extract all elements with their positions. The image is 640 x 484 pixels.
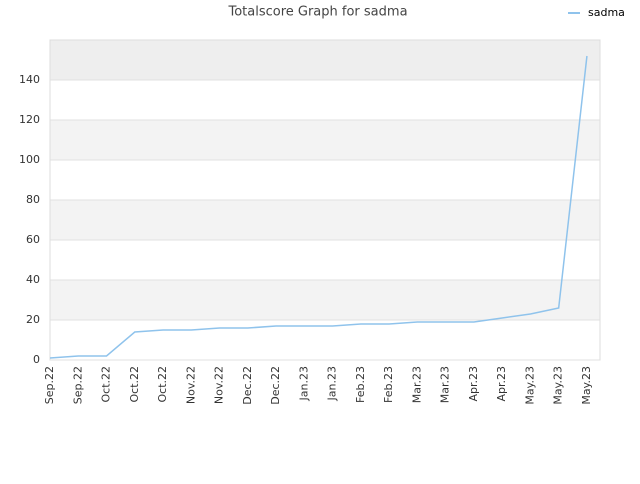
band	[50, 240, 600, 280]
x-tick-label: Mar.23	[410, 366, 423, 403]
y-tick-label: 0	[33, 353, 40, 366]
x-tick-label: Sep.22	[43, 366, 56, 404]
x-tick-label: Sep.22	[71, 366, 84, 404]
x-tick-label: Oct.22	[156, 366, 169, 403]
x-tick-label: May.23	[580, 366, 593, 405]
x-tick-label: Jan.23	[297, 366, 310, 401]
x-tick-label: Dec.22	[269, 366, 282, 405]
chart-title: Totalscore Graph for sadma	[227, 5, 407, 20]
x-tick-label: May.23	[552, 366, 565, 405]
band	[50, 160, 600, 200]
top-band	[50, 40, 600, 80]
band	[50, 80, 600, 120]
x-tick-label: Nov.22	[213, 366, 226, 404]
band	[50, 120, 600, 160]
y-tick-label: 40	[26, 273, 40, 286]
x-tick-label: May.23	[523, 366, 536, 405]
x-tick-label: Nov.22	[184, 366, 197, 404]
y-tick-label: 100	[19, 153, 40, 166]
y-tick-label: 140	[19, 73, 40, 86]
x-tick-label: Apr.23	[467, 366, 480, 402]
x-tick-label: Oct.22	[128, 366, 141, 403]
x-tick-label: Apr.23	[495, 366, 508, 402]
x-tick-label: Dec.22	[241, 366, 254, 405]
x-tick-label: Feb.23	[354, 366, 367, 403]
x-tick-label: Mar.23	[439, 366, 452, 403]
band	[50, 200, 600, 240]
y-tick-label: 20	[26, 313, 40, 326]
legend-label: sadma	[588, 6, 625, 19]
x-tick-label: Feb.23	[382, 366, 395, 403]
band	[50, 280, 600, 320]
y-tick-label: 120	[19, 113, 40, 126]
y-tick-label: 60	[26, 233, 40, 246]
x-tick-label: Oct.22	[100, 366, 113, 403]
x-tick-label: Jan.23	[326, 366, 339, 401]
y-tick-label: 80	[26, 193, 40, 206]
line	[49, 55, 588, 359]
